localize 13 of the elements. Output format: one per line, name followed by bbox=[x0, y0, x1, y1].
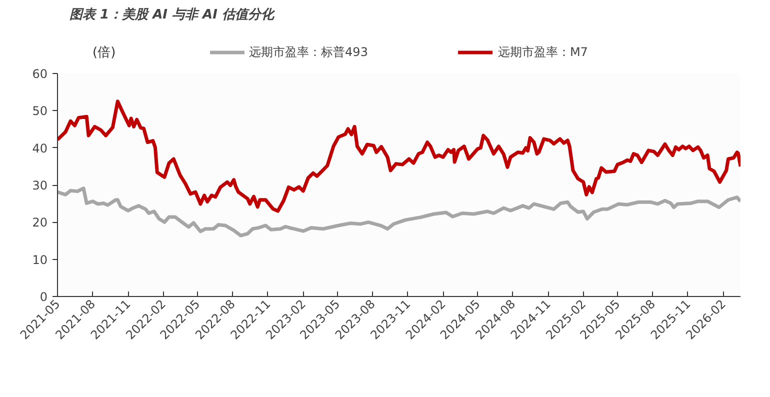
y-axis-title: (倍) bbox=[92, 46, 116, 60]
y-tick-label: 60 bbox=[32, 67, 48, 81]
y-tick-label: 40 bbox=[32, 141, 48, 156]
legend-label: 远期市盈率：标普493 bbox=[249, 44, 368, 60]
y-tick-label: 30 bbox=[32, 178, 48, 192]
legend-label: 远期市盈率：M7 bbox=[498, 44, 588, 60]
chart-title: 图表 1：美股 AI 与非 AI 估值分化 bbox=[70, 6, 276, 22]
y-tick-label: 10 bbox=[32, 252, 48, 267]
y-tick-label: 50 bbox=[32, 104, 48, 118]
y-tick-label: 20 bbox=[32, 216, 48, 230]
line-series bbox=[58, 100, 740, 213]
y-tick-label: 0 bbox=[40, 290, 48, 304]
line-series bbox=[58, 186, 740, 238]
